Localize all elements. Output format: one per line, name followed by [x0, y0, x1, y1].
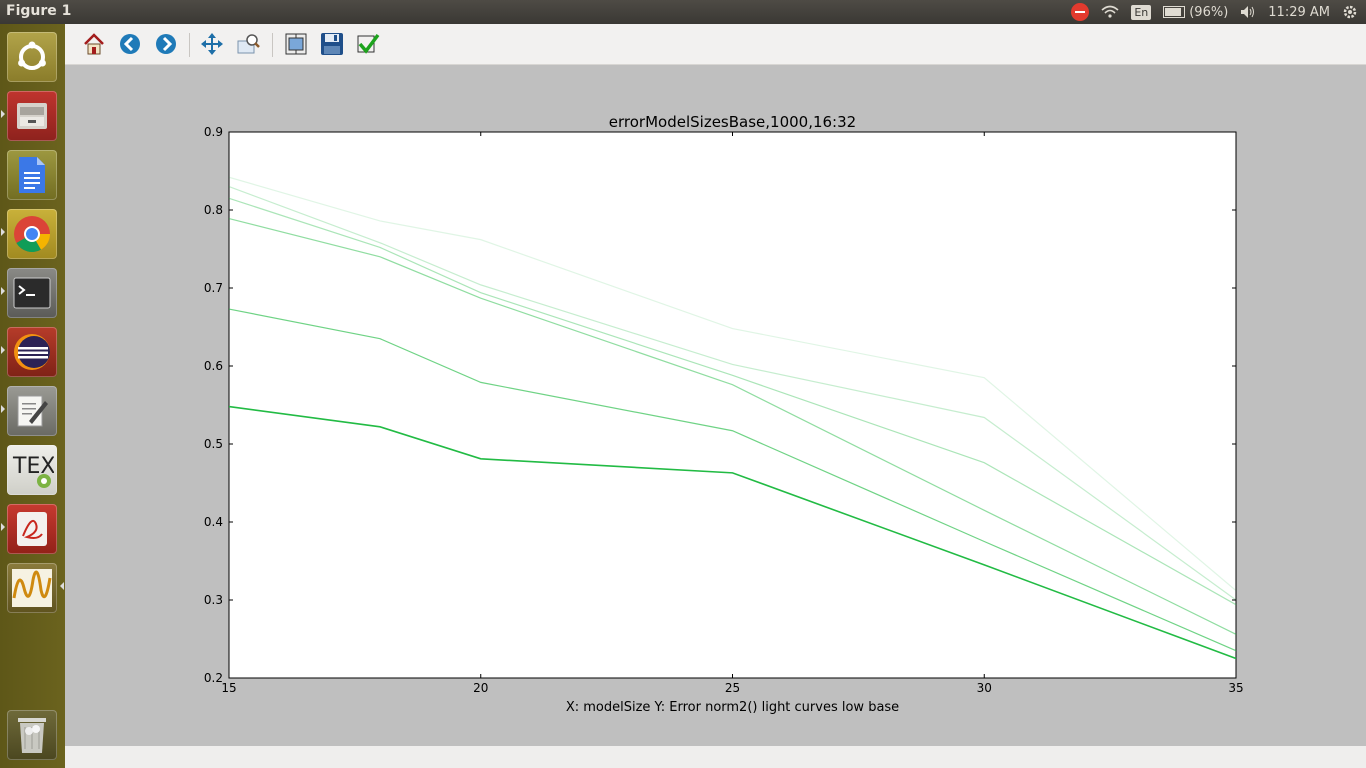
terminal-icon[interactable]: [7, 268, 57, 318]
pan-icon[interactable]: [200, 32, 224, 56]
language-label: En: [1131, 4, 1152, 20]
y-tick-label: 0.6: [204, 359, 223, 373]
series-line-6: [228, 176, 1237, 592]
language-indicator[interactable]: En: [1131, 4, 1152, 20]
plot-area[interactable]: [228, 131, 1237, 679]
figure-toolbar: [65, 24, 1366, 65]
y-tick-label: 0.3: [204, 593, 223, 607]
docs-icon[interactable]: [7, 150, 57, 200]
x-tick-label: 35: [1228, 681, 1243, 695]
battery-indicator[interactable]: (96%): [1163, 5, 1228, 20]
battery-percent: (96%): [1189, 4, 1229, 20]
series-line-5: [228, 186, 1237, 601]
volume-icon[interactable]: [1240, 5, 1256, 19]
gear-icon[interactable]: [1342, 4, 1358, 20]
y-tick-label: 0.2: [204, 671, 223, 685]
chrome-icon[interactable]: [7, 209, 57, 259]
texmaker-icon[interactable]: TEX: [7, 445, 57, 495]
forward-icon[interactable]: [154, 32, 178, 56]
home-icon[interactable]: [82, 32, 106, 56]
edit-curves-icon[interactable]: [356, 32, 380, 56]
notification-icon[interactable]: [1071, 3, 1090, 21]
y-tick-label: 0.7: [204, 281, 223, 295]
x-tick-label: 15: [221, 681, 236, 695]
window-title: Figure 1: [6, 3, 72, 19]
x-tick-label: 20: [473, 681, 488, 695]
top-panel: Figure 1 En (96%) 11:29 AM: [0, 0, 1366, 24]
subplots-icon[interactable]: [284, 32, 308, 56]
save-icon[interactable]: [320, 32, 344, 56]
y-tick-label: 0.9: [204, 125, 223, 139]
series-line-2: [228, 308, 1237, 652]
ubuntu-dash-icon[interactable]: [7, 32, 57, 82]
text-editor-icon[interactable]: [7, 386, 57, 436]
x-tick-label: 25: [725, 681, 740, 695]
y-tick-label: 0.5: [204, 437, 223, 451]
oscilloscope-icon[interactable]: [7, 563, 57, 613]
series-line-3: [228, 217, 1237, 635]
launcher: TEX: [0, 24, 65, 768]
x-axis-label: X: modelSize Y: Error norm2() light curv…: [566, 700, 899, 715]
back-icon[interactable]: [118, 32, 142, 56]
wifi-icon[interactable]: [1101, 5, 1119, 19]
status-bar: [65, 746, 1366, 768]
y-tick-label: 0.4: [204, 515, 223, 529]
zoom-icon[interactable]: [236, 32, 260, 56]
files-icon[interactable]: [7, 91, 57, 141]
chart-title: errorModelSizesBase,1000,16:32: [609, 113, 856, 131]
series-line-4: [228, 197, 1237, 606]
y-tick-label: 0.8: [204, 203, 223, 217]
trash-icon[interactable]: [7, 710, 57, 760]
series-line-1: [228, 405, 1237, 660]
clock[interactable]: 11:29 AM: [1268, 4, 1330, 20]
eclipse-icon[interactable]: [7, 327, 57, 377]
pdf-reader-icon[interactable]: [7, 504, 57, 554]
battery-icon: [1163, 6, 1186, 18]
system-tray: En (96%) 11:29 AM: [1071, 0, 1366, 24]
x-tick-label: 30: [977, 681, 992, 695]
